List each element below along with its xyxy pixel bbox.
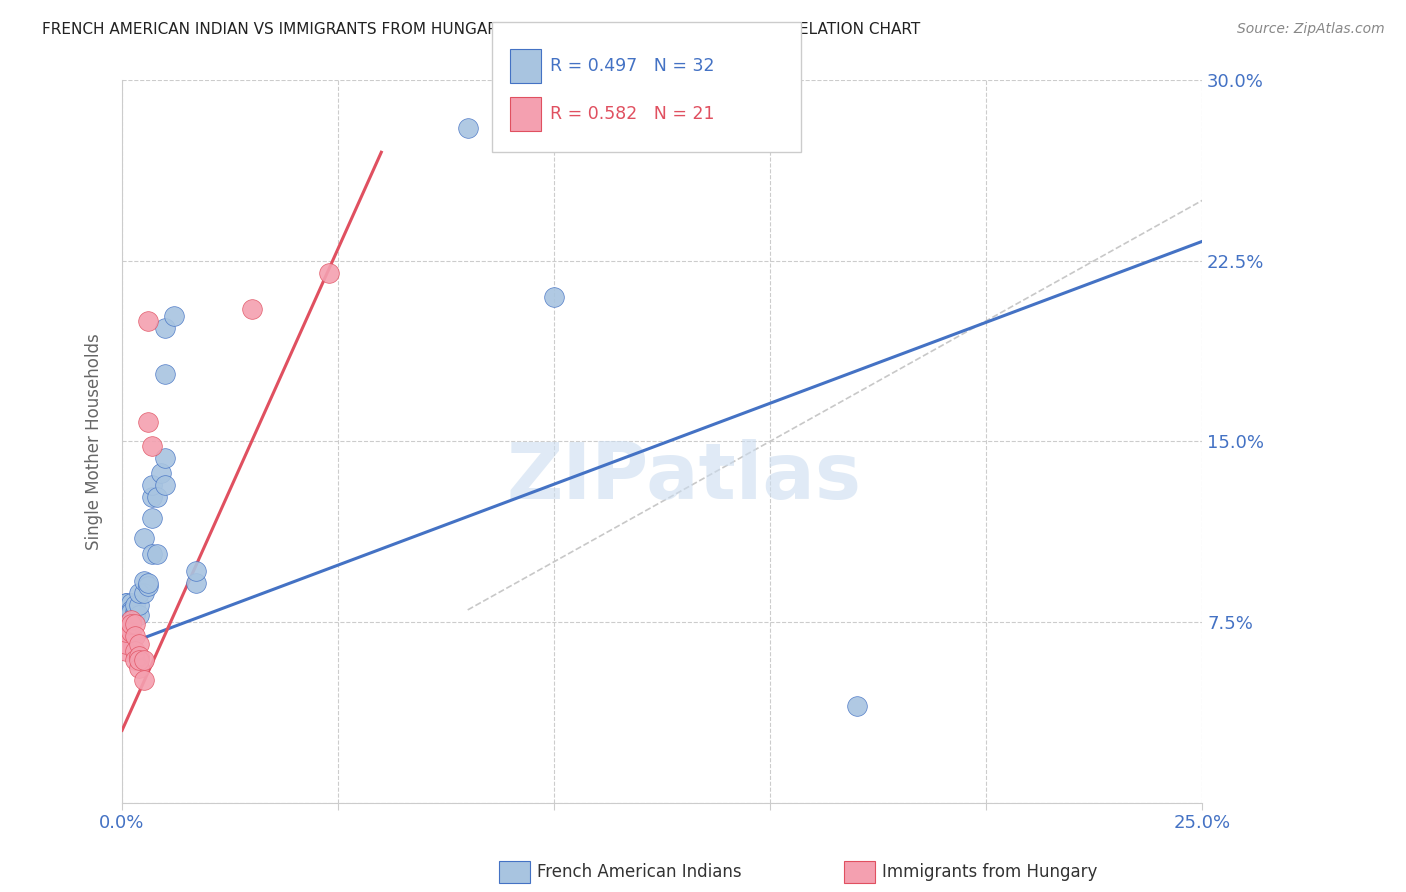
Point xyxy=(128,637,150,651)
Point xyxy=(155,477,177,491)
Point xyxy=(120,617,142,632)
Point xyxy=(120,613,142,627)
Point xyxy=(115,596,138,610)
Point xyxy=(128,661,150,675)
Point xyxy=(124,617,146,632)
Point xyxy=(124,607,146,622)
Point xyxy=(128,653,150,667)
Point xyxy=(184,576,207,591)
Point xyxy=(115,637,138,651)
Point xyxy=(318,266,340,280)
Point xyxy=(115,596,138,610)
Point xyxy=(240,301,263,316)
Point xyxy=(184,565,207,579)
Text: ZIPatlas: ZIPatlas xyxy=(506,440,862,516)
Point xyxy=(120,624,142,639)
Point xyxy=(163,309,186,323)
Point xyxy=(124,605,146,619)
Point xyxy=(155,321,177,335)
Point xyxy=(136,579,159,593)
Point xyxy=(124,629,146,643)
Y-axis label: Single Mother Households: Single Mother Households xyxy=(86,333,103,549)
Point xyxy=(132,653,155,667)
Point xyxy=(136,314,159,328)
Point xyxy=(149,466,172,480)
Text: French American Indians: French American Indians xyxy=(537,863,742,881)
Point xyxy=(120,605,142,619)
Point xyxy=(155,451,177,466)
Point xyxy=(124,598,146,612)
Point xyxy=(845,699,868,714)
Point xyxy=(124,644,146,658)
Point xyxy=(141,490,163,504)
Point xyxy=(145,548,167,562)
Point xyxy=(115,624,138,639)
Point xyxy=(120,603,142,617)
Point xyxy=(132,673,155,687)
Point xyxy=(141,477,163,491)
Point xyxy=(124,653,146,667)
Point xyxy=(132,531,155,545)
Point xyxy=(136,576,159,591)
Point xyxy=(145,490,167,504)
Point xyxy=(128,586,150,600)
Point xyxy=(115,644,138,658)
Text: R = 0.582   N = 21: R = 0.582 N = 21 xyxy=(550,105,714,123)
Point xyxy=(128,607,150,622)
Point xyxy=(128,598,150,612)
Point xyxy=(141,548,163,562)
Text: FRENCH AMERICAN INDIAN VS IMMIGRANTS FROM HUNGARY SINGLE MOTHER HOUSEHOLDS CORRE: FRENCH AMERICAN INDIAN VS IMMIGRANTS FRO… xyxy=(42,22,921,37)
Point xyxy=(141,439,163,453)
Point xyxy=(543,290,565,304)
Text: R = 0.497   N = 32: R = 0.497 N = 32 xyxy=(550,57,714,75)
Point xyxy=(128,648,150,663)
Point xyxy=(132,574,155,588)
Point xyxy=(155,367,177,381)
Text: Immigrants from Hungary: Immigrants from Hungary xyxy=(882,863,1097,881)
Text: Source: ZipAtlas.com: Source: ZipAtlas.com xyxy=(1237,22,1385,37)
Point xyxy=(457,121,479,136)
Point xyxy=(120,596,142,610)
Point xyxy=(132,586,155,600)
Point xyxy=(141,511,163,525)
Point xyxy=(136,415,159,429)
